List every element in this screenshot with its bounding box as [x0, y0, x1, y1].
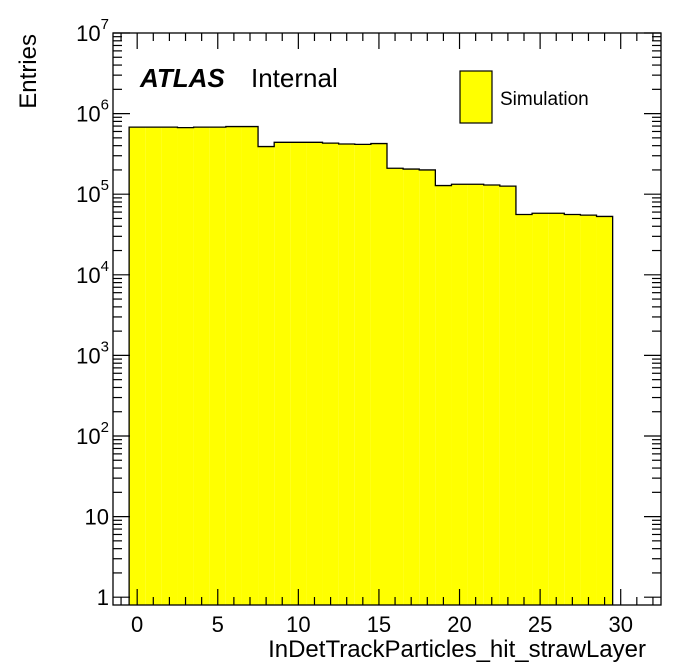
x-tick-label: 30 — [608, 612, 632, 637]
y-tick-label: 104 — [76, 258, 109, 288]
x-tick-label: 0 — [131, 612, 143, 637]
histogram-bin — [419, 169, 436, 605]
histogram-bin — [161, 127, 178, 605]
y-tick-label: 10 — [85, 505, 109, 530]
histogram-bin — [564, 214, 581, 606]
histogram-bin — [338, 143, 355, 605]
histogram-bin — [467, 184, 484, 605]
histogram-bin — [322, 143, 339, 606]
histogram-bin — [209, 127, 226, 605]
histogram-bin — [145, 127, 162, 605]
histogram-bin — [548, 213, 565, 605]
histogram-bin — [483, 185, 500, 606]
histogram-bin — [580, 215, 597, 605]
legend-swatch — [459, 70, 493, 124]
y-tick-label: 103 — [76, 338, 109, 368]
histogram-bin — [499, 186, 516, 605]
plot-frame — [112, 32, 662, 606]
histogram-outline — [128, 125, 614, 605]
x-tick-label: 20 — [447, 612, 471, 637]
histogram-bin — [451, 184, 468, 605]
histogram-bin — [515, 214, 533, 606]
legend-entry-simulation: Simulation — [500, 89, 589, 110]
histogram-bins — [129, 126, 613, 606]
histogram-bin — [354, 144, 371, 606]
histogram-bin — [129, 127, 146, 605]
y-tick-label: 1 — [97, 585, 109, 610]
histogram-bin — [306, 142, 323, 605]
histogram-bin — [225, 126, 242, 605]
x-tick-label: 5 — [212, 612, 224, 637]
x-tick-label: 10 — [286, 612, 310, 637]
histogram-bin — [241, 126, 259, 605]
histogram-bin — [596, 216, 613, 605]
y-tick-label: 105 — [76, 177, 109, 207]
x-tick-label: 25 — [528, 612, 552, 637]
histogram-bin — [274, 142, 291, 605]
y-axis-title: Entries — [15, 34, 42, 109]
y-tick-label: 107 — [76, 16, 109, 46]
tick-labels: 0 5 10 15 20 25 30 1 10 102 103 104 105 106 107 — [76, 16, 633, 637]
histogram-bin — [177, 127, 194, 605]
atlas-label: ATLAS — [139, 63, 225, 93]
status-label: Internal — [251, 63, 338, 93]
histogram-bin — [387, 168, 404, 605]
x-axis-title: InDetTrackParticles_hit_strawLayer — [268, 636, 646, 663]
y-tick-label: 106 — [76, 97, 109, 127]
histogram-bin — [403, 169, 420, 605]
y-tick-label: 102 — [76, 419, 109, 449]
histogram-bin — [258, 146, 275, 605]
histogram-bin — [532, 213, 549, 605]
histogram-bin — [435, 185, 452, 605]
x-tick-label: 15 — [367, 612, 391, 637]
legend: Simulation — [459, 70, 589, 124]
histogram-bin — [290, 142, 307, 605]
histogram-bin — [370, 143, 387, 605]
histogram-bin — [193, 127, 210, 605]
axis-ticks — [113, 32, 661, 605]
